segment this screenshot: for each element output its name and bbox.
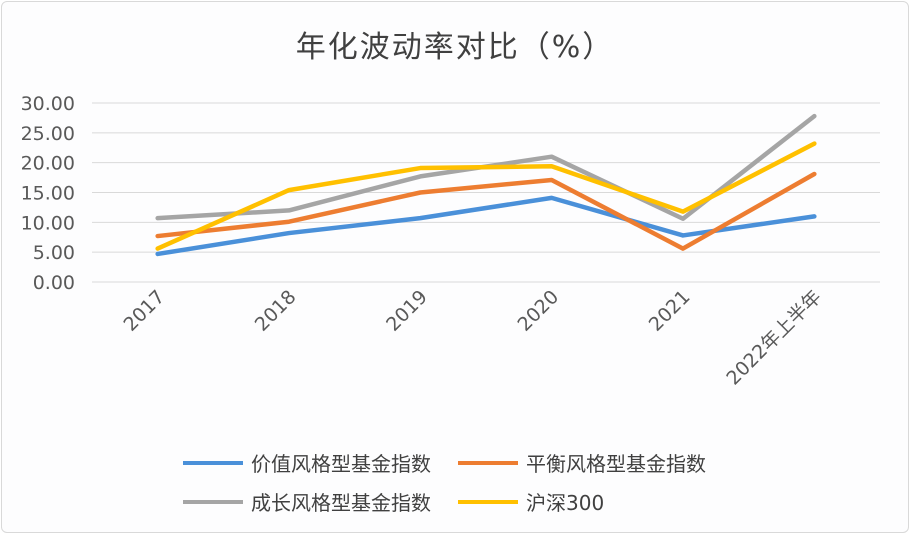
legend-item-2: 成长风格型基金指数 [183, 487, 431, 516]
y-tick-label: 5.00 [33, 242, 75, 264]
legend-item-3: 沪深300 [458, 487, 604, 516]
legend-swatch [458, 460, 518, 465]
legend-swatch [183, 460, 243, 465]
y-tick-label: 15.00 [21, 183, 75, 205]
series-line-1 [155, 171, 817, 251]
x-tick-label: 2018 [251, 286, 301, 336]
y-tick-label: 25.00 [21, 123, 75, 145]
legend-item-1: 平衡风格型基金指数 [458, 448, 706, 477]
legend-label: 沪深300 [526, 491, 605, 515]
legend-swatch [458, 499, 518, 504]
legend-item-0: 价值风格型基金指数 [183, 448, 431, 477]
legend-label: 平衡风格型基金指数 [526, 452, 706, 476]
legend-label: 价值风格型基金指数 [251, 452, 431, 476]
x-tick-label: 2021 [645, 286, 695, 336]
legend-label: 成长风格型基金指数 [251, 491, 431, 515]
chart-title: 年化波动率对比（%） [295, 30, 615, 65]
y-tick-label: 30.00 [21, 93, 75, 115]
legend-swatch [183, 499, 243, 504]
y-tick-label: 20.00 [21, 153, 75, 175]
x-tick-label: 2022年上半年 [722, 286, 825, 389]
x-tick-label: 2017 [119, 286, 169, 336]
y-tick-label: 10.00 [21, 212, 75, 234]
series-line-3 [155, 141, 817, 251]
x-tick-label: 2020 [513, 286, 563, 336]
series-line-0 [155, 195, 817, 257]
y-tick-label: 0.00 [33, 272, 75, 294]
x-tick-label: 2019 [382, 286, 432, 336]
